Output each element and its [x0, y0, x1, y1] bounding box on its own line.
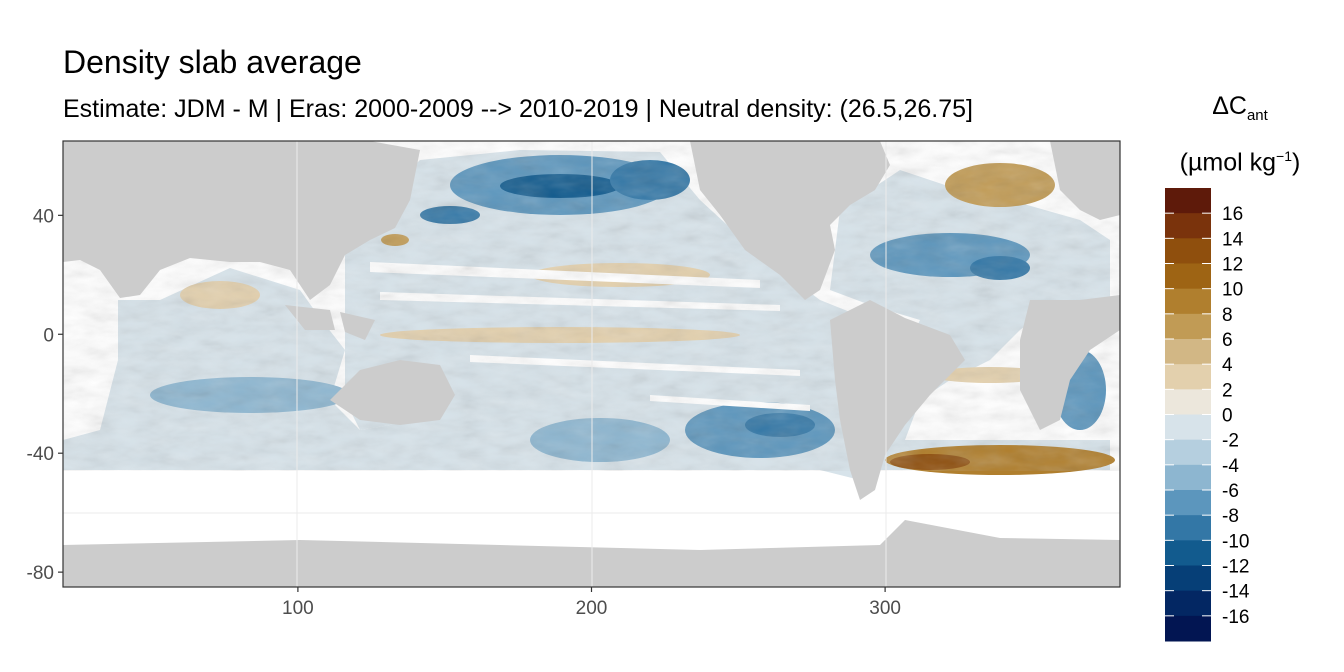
x-axis: 100 200 300 [282, 587, 901, 619]
legend-break-label: -8 [1222, 506, 1239, 527]
legend-color-bin [1165, 389, 1211, 415]
legend-break-label: 6 [1222, 330, 1233, 351]
legend-color-bin [1165, 213, 1211, 239]
legend-color-bin [1165, 188, 1211, 214]
legend-color-bin [1165, 590, 1211, 617]
australia-land [330, 360, 455, 425]
legend-break-label: 0 [1222, 406, 1233, 427]
eurasia-land [63, 141, 420, 300]
legend-color-bin [1165, 464, 1211, 491]
gridlines [63, 141, 1120, 587]
legend-break-label: 12 [1222, 255, 1243, 276]
chart-subtitle: Estimate: JDM - M | Eras: 2000-2009 --> … [63, 95, 973, 123]
y-tick-label: 40 [33, 206, 54, 227]
y-tick-label: -40 [27, 444, 54, 465]
legend-color-bin [1165, 515, 1211, 541]
legend-color-bin [1165, 238, 1211, 264]
y-tick-label: -80 [27, 563, 54, 584]
legend-color-bin [1165, 615, 1211, 642]
legend-unit-post: ) [1292, 148, 1301, 177]
legend-color-bin [1165, 490, 1211, 516]
legend-color-bin [1165, 540, 1211, 566]
legend-break-label: 2 [1222, 380, 1233, 401]
legend-break-label: 10 [1222, 280, 1243, 301]
legend-break-label: -6 [1222, 481, 1239, 502]
legend-break-label: -16 [1222, 607, 1249, 628]
legend-color-bin [1165, 339, 1211, 365]
africa-land [1020, 295, 1120, 430]
legend-break-label: -12 [1222, 557, 1249, 578]
legend-break-label: -14 [1222, 582, 1250, 603]
legend-color-bin [1165, 414, 1211, 441]
legend-colorbar: 16 14 12 10 8 6 4 2 0 -2 -4 -6 -8 -10 -12 -14 -16 [1165, 188, 1250, 642]
asia-islands-land [285, 305, 375, 340]
legend-color-bin [1165, 288, 1211, 315]
south-america-land [830, 300, 965, 500]
legend-break-label: 8 [1222, 305, 1233, 326]
chart-title: Density slab average [63, 44, 362, 80]
y-axis: 40 0 -40 -80 [27, 206, 63, 584]
legend-title-subscript: ant [1246, 107, 1268, 124]
legend-break-label: 14 [1222, 229, 1244, 250]
legend-color-bin [1165, 263, 1211, 290]
legend-title: ΔCant (µmol kg−1) [1160, 86, 1320, 182]
x-tick-label: 300 [869, 598, 901, 619]
europe-land [1050, 141, 1120, 220]
legend-color-bin [1165, 364, 1211, 390]
legend-unit-pre: (µmol kg [1179, 148, 1277, 177]
legend-color-bin [1165, 565, 1211, 592]
legend-break-label: 4 [1222, 355, 1233, 376]
x-tick-label: 200 [576, 598, 608, 619]
legend-unit-sup: −1 [1276, 148, 1292, 164]
north-america-land [690, 141, 890, 300]
legend-break-label: -4 [1222, 456, 1239, 477]
legend-color-bin [1165, 313, 1211, 340]
legend-break-label: -2 [1222, 431, 1239, 452]
y-tick-label: 0 [43, 325, 54, 346]
legend-break-label: 16 [1222, 204, 1243, 225]
x-tick-label: 100 [282, 598, 314, 619]
map-panel [63, 141, 1120, 587]
legend-title-symbol: ΔC [1212, 92, 1247, 120]
legend-break-label: -10 [1222, 531, 1249, 552]
legend-color-bin [1165, 439, 1211, 466]
